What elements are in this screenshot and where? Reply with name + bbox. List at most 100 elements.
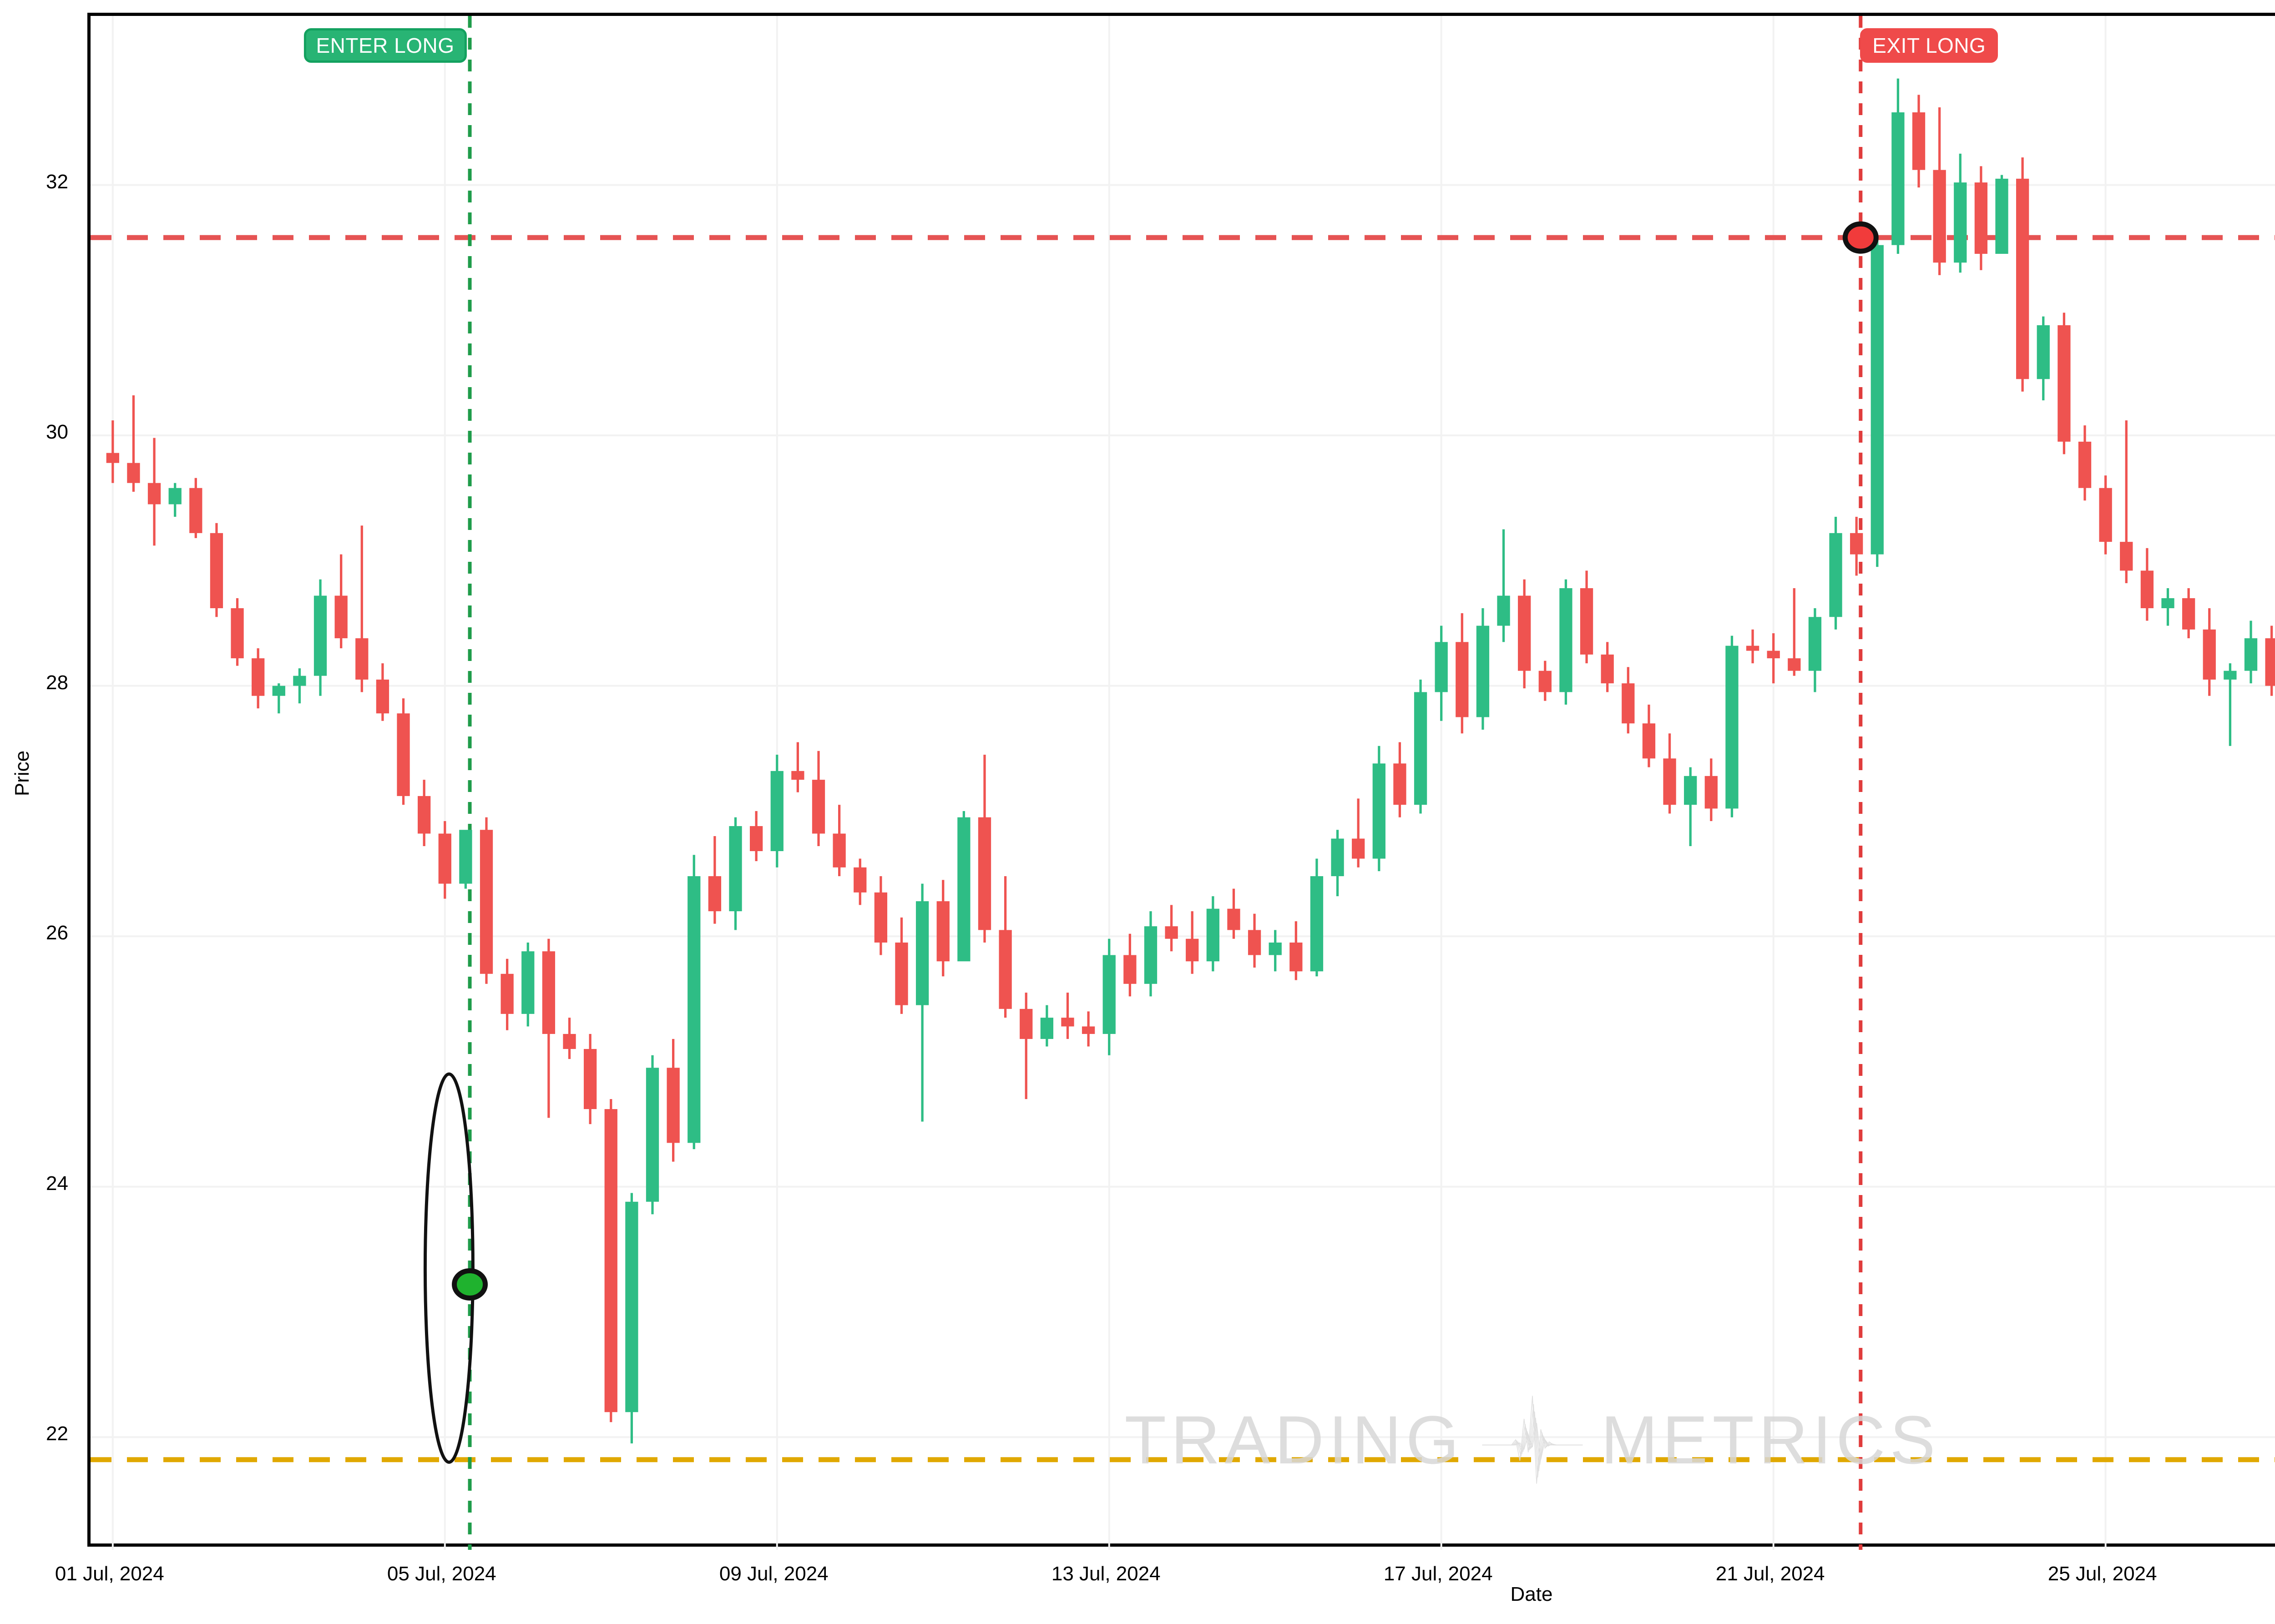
candle-body (978, 817, 991, 930)
candle-body (625, 1201, 638, 1412)
candle-body (168, 488, 182, 504)
candle-body (1289, 942, 1303, 972)
candle-body (480, 830, 493, 974)
candle-wick (1793, 588, 1795, 676)
candle-body (397, 713, 410, 796)
candle-body (2140, 570, 2154, 609)
candle-body (729, 826, 742, 912)
candle-body (1767, 651, 1780, 659)
enter-long-badge[interactable]: ENTER LONG (303, 28, 467, 63)
candle-body (1808, 617, 1822, 671)
candle-body (418, 796, 431, 834)
candle-body (2265, 638, 2275, 686)
candle-body (1974, 182, 1988, 254)
candle-body (999, 930, 1012, 1009)
x-tick-label: 25 Jul, 2024 (2048, 1563, 2157, 1585)
candle-wick (796, 742, 799, 792)
candle-wick (2125, 420, 2128, 583)
candle-body (646, 1068, 659, 1202)
candle-body (1456, 642, 1469, 717)
candle-body (1829, 533, 1842, 617)
candle-body (874, 892, 888, 943)
x-axis-title: Date (1510, 1583, 1553, 1605)
candle-body (812, 780, 825, 834)
candle-body (1227, 908, 1240, 930)
candle-body (2182, 598, 2195, 630)
candle-body (1102, 955, 1116, 1034)
y-tick-label: 22 (46, 1422, 68, 1445)
candle-wick (278, 683, 280, 714)
candle-body (1871, 245, 1884, 555)
y-tick-label: 32 (46, 170, 68, 193)
candle-body (1020, 1009, 1033, 1039)
candle-body (563, 1034, 576, 1049)
candle-body (1746, 646, 1759, 651)
candle-body (189, 488, 202, 533)
candle-body (2224, 671, 2237, 680)
candle-wick (1502, 529, 1505, 642)
candle-body (1622, 683, 1635, 724)
candle-body (957, 817, 971, 962)
candle-body (1040, 1018, 1053, 1039)
candle-body (1310, 876, 1324, 972)
candle-body (147, 483, 161, 504)
candle-body (376, 679, 389, 714)
candle-body (334, 595, 348, 639)
candle-body (2161, 598, 2174, 609)
candle-body (127, 463, 140, 483)
candle-body (2203, 629, 2216, 680)
candle-body (1954, 182, 1967, 263)
candle-wick (1772, 633, 1775, 684)
candle-body (293, 676, 306, 686)
candle-wick (132, 395, 135, 492)
candle-body (791, 771, 804, 780)
candle-body (604, 1109, 617, 1412)
x-tick-label: 17 Jul, 2024 (1383, 1563, 1493, 1585)
candle-body (1518, 595, 1531, 671)
candle-body (1414, 692, 1427, 805)
candle-body (1206, 908, 1219, 962)
candle-body (1331, 838, 1344, 877)
candle-body (542, 951, 556, 1034)
x-tick-label: 05 Jul, 2024 (387, 1563, 496, 1585)
candle-body (688, 876, 701, 1143)
candle-body (667, 1068, 680, 1143)
candle-body (1144, 926, 1158, 984)
y-tick-label: 26 (46, 922, 68, 944)
candle-body (2120, 542, 2133, 571)
x-tick-label: 09 Jul, 2024 (719, 1563, 829, 1585)
exit-long-badge[interactable]: EXIT LONG (1860, 28, 1998, 63)
candle-body (272, 686, 285, 696)
y-tick-label: 24 (46, 1172, 68, 1195)
candle-body (1165, 926, 1178, 939)
candle-body (895, 942, 908, 1005)
candle-body (2078, 441, 2092, 488)
candle-body (915, 901, 929, 1005)
candle-body (1663, 758, 1676, 805)
candle-body (2016, 178, 2029, 379)
annotation-layer (423, 221, 1879, 1464)
y-tick-label: 28 (46, 671, 68, 694)
y-tick-label: 30 (46, 421, 68, 444)
candle-wick (1025, 993, 1027, 1099)
candle-body (1601, 654, 1614, 684)
candle-body (2099, 488, 2112, 542)
candle-wick (2229, 663, 2231, 746)
candle-body (1393, 763, 1406, 805)
candle-wick (1066, 993, 1069, 1039)
candle-body (1788, 658, 1801, 671)
candle-body (833, 833, 846, 867)
candle-body (438, 833, 451, 884)
candle-body (584, 1049, 597, 1110)
candle-body (1352, 838, 1365, 859)
marker-exit (1842, 221, 1879, 254)
candle-wick (1689, 767, 1692, 847)
candle-body (1559, 588, 1572, 692)
candle-wick (1357, 798, 1360, 867)
candle-body (500, 973, 514, 1014)
candle-body (1248, 930, 1261, 955)
candle-body (106, 453, 119, 463)
candle-body (708, 876, 722, 912)
candle-body (1372, 763, 1385, 859)
